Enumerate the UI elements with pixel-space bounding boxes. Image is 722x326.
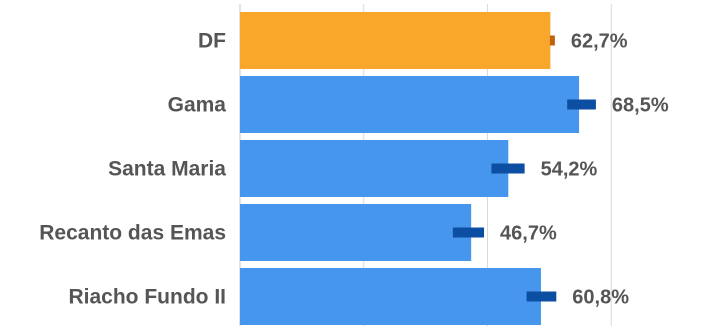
error-bar-1: [567, 99, 596, 110]
value-label-4: 60,8%: [572, 287, 629, 309]
category-label-4: Riacho Fundo II: [69, 286, 227, 309]
category-label-1: Gama: [168, 94, 227, 117]
bar-3: [240, 204, 472, 261]
bar-0: [240, 12, 551, 69]
category-label-0: DF: [198, 30, 226, 53]
bar-4: [240, 268, 541, 325]
error-bars: [452, 35, 596, 302]
bar-1: [240, 76, 580, 133]
bar-2: [240, 140, 509, 197]
error-bar-3: [452, 227, 485, 238]
value-label-1: 68,5%: [612, 95, 669, 117]
error-bar-0: [549, 35, 555, 46]
category-label-2: Santa Maria: [108, 158, 226, 181]
error-bar-4: [526, 291, 557, 302]
error-bar-2: [491, 163, 525, 174]
value-label-0: 62,7%: [571, 31, 628, 53]
labels: DF 62,7% Gama 68,5% Santa Maria 54,2% Recanto …: [39, 30, 669, 309]
bars: [240, 12, 580, 325]
category-label-3: Recanto das Emas: [39, 222, 226, 245]
value-label-2: 54,2%: [541, 159, 598, 181]
value-label-3: 46,7%: [500, 223, 557, 245]
